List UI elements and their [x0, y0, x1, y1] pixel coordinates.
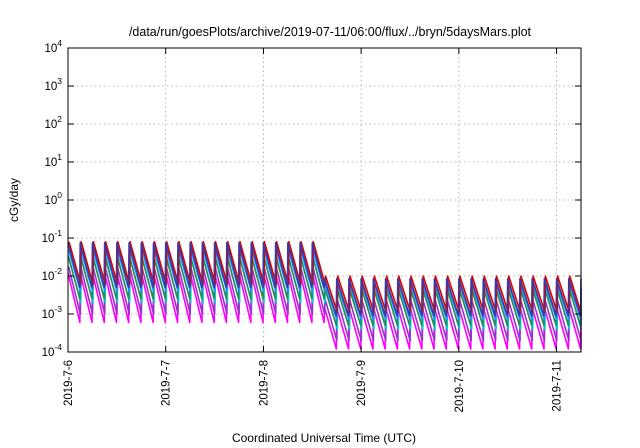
series-line	[67, 241, 582, 317]
y-tick-label: 10-3	[42, 304, 63, 321]
x-tick-label: 2019-7-7	[161, 360, 173, 406]
y-tick-label: 10-1	[42, 228, 63, 245]
x-tick-label: 2019-7-6	[63, 360, 75, 406]
x-tick-labels: 2019-7-6 2019-7-7 2019-7-8 2019-7-9 2019-7-1…	[63, 360, 564, 412]
x-tick-label: 2019-7-11	[552, 360, 564, 412]
x-tick-label: 2019-7-9	[356, 360, 368, 406]
y-tick-label: 102	[44, 114, 62, 131]
y-tick-label: 103	[44, 76, 62, 93]
series-line	[67, 254, 582, 327]
y-tick-label: 104	[44, 38, 62, 55]
chart-title: /data/run/goesPlots/archive/2019-07-11/0…	[129, 25, 532, 39]
y-tick-labels: 10-4 10-3 10-2 10-1 100 101 102 103 104	[42, 38, 63, 359]
x-axis-label: Coordinated Universal Time (UTC)	[232, 431, 416, 445]
y-tick-label: 10-2	[42, 266, 63, 283]
ticks	[67, 47, 581, 353]
x-tick-label: 2019-7-8	[258, 360, 270, 406]
y-tick-label: 10-4	[42, 342, 63, 359]
series-layer	[67, 240, 582, 350]
x-tick-label: 2019-7-10	[454, 360, 466, 412]
y-tick-label: 101	[44, 152, 62, 169]
series-line	[67, 272, 582, 350]
y-axis-label: cGy/day	[7, 178, 21, 222]
y-tick-label: 100	[44, 190, 62, 207]
